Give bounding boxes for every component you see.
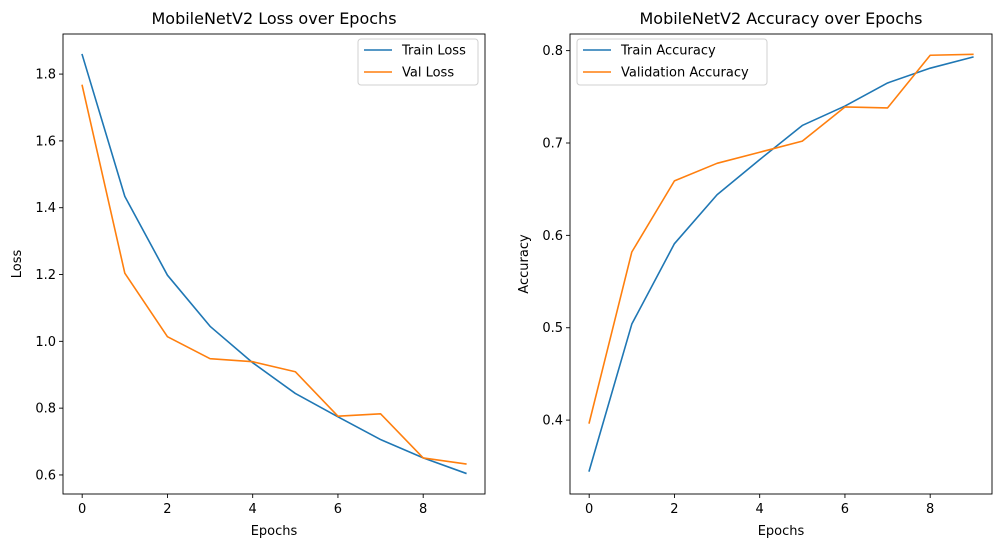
accuracy-x-tick-label: 4 (756, 502, 764, 517)
loss-y-tick-label: 0.6 (35, 468, 56, 483)
loss-y-tick-label: 0.8 (35, 402, 56, 417)
accuracy-y-tick-label: 0.7 (542, 136, 563, 151)
accuracy-legend: Train Accuracy Validation Accuracy (576, 38, 768, 86)
accuracy-x-tick-label: 8 (926, 502, 934, 517)
accuracy-x-tick-label: 2 (670, 502, 678, 517)
loss-legend-label-0: Train Loss (401, 44, 466, 59)
accuracy-y-tick-label: 0.6 (542, 229, 563, 244)
accuracy-y-tick-label: 0.8 (542, 44, 563, 59)
loss-legend-label-1: Val Loss (402, 66, 454, 81)
loss-y-tick-label: 1.6 (35, 134, 56, 149)
accuracy-legend-label-1: Validation Accuracy (621, 66, 749, 81)
accuracy-x-axis-label: Epochs (758, 524, 805, 539)
accuracy-y-tick-label: 0.4 (542, 414, 563, 429)
loss-chart-title: MobileNetV2 Loss over Epochs (151, 9, 396, 28)
loss-x-tick-label: 0 (78, 502, 86, 517)
loss-y-tick-label: 1.8 (35, 68, 56, 83)
accuracy-y-axis-label: Accuracy (517, 234, 532, 294)
loss-y-tick-label: 1.2 (35, 268, 56, 283)
loss-chart: MobileNetV2 Loss over Epochs Epochs Loss… (10, 9, 486, 539)
loss-x-tick-label: 6 (334, 502, 342, 517)
loss-series-line-0 (81, 53, 467, 475)
accuracy-chart: MobileNetV2 Accuracy over Epochs Epochs … (517, 9, 993, 539)
loss-x-tick-label: 2 (163, 502, 171, 517)
loss-y-axis-label: Loss (10, 250, 25, 279)
loss-legend: Train Loss Val Loss (357, 38, 479, 86)
accuracy-legend-box (576, 38, 768, 86)
accuracy-y-tick-label: 0.5 (542, 321, 563, 336)
accuracy-legend-label-0: Train Accuracy (620, 44, 716, 59)
accuracy-x-tick-label: 0 (585, 502, 593, 517)
accuracy-series-line-1 (588, 53, 974, 424)
loss-axes-frame (62, 33, 486, 495)
loss-series-line-1 (81, 84, 467, 465)
loss-y-tick-label: 1.0 (35, 335, 56, 350)
accuracy-axes-frame (569, 33, 993, 495)
loss-x-tick-label: 8 (419, 502, 427, 517)
accuracy-x-tick-label: 6 (841, 502, 849, 517)
loss-x-axis-label: Epochs (251, 524, 298, 539)
accuracy-chart-title: MobileNetV2 Accuracy over Epochs (639, 9, 922, 28)
loss-y-tick-label: 1.4 (35, 201, 56, 216)
accuracy-series-line-0 (588, 56, 974, 472)
loss-x-tick-label: 4 (249, 502, 257, 517)
